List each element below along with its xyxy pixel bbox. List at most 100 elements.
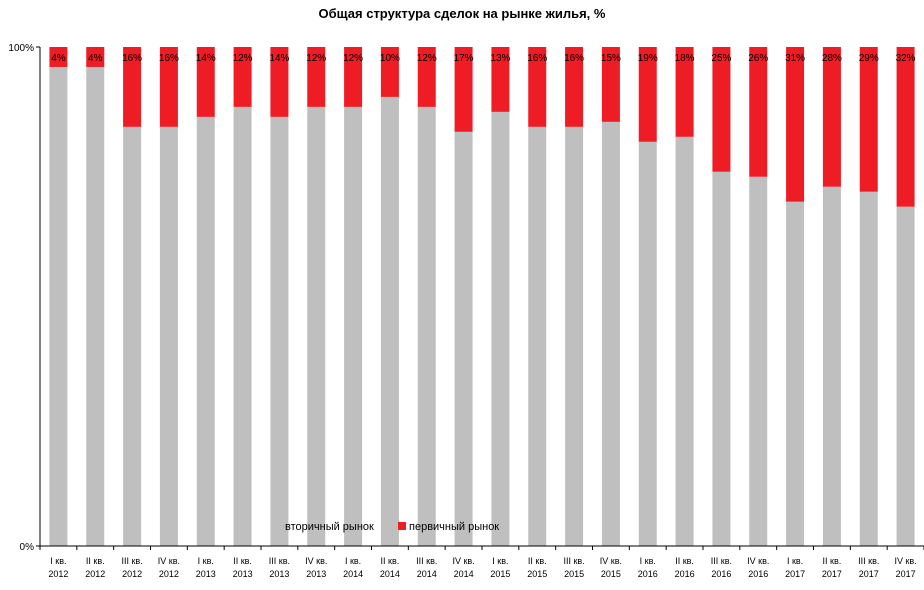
bar-primary-market bbox=[601, 47, 620, 122]
data-label: 14% bbox=[196, 53, 216, 64]
bar-secondary-market bbox=[159, 126, 178, 546]
x-tick-label-quarter: IV кв. bbox=[305, 556, 327, 566]
bar-primary-market bbox=[123, 47, 142, 127]
bar-primary-market bbox=[159, 47, 178, 127]
x-tick-label-year: 2015 bbox=[490, 569, 510, 579]
data-label: 13% bbox=[490, 53, 510, 64]
bar-primary-market bbox=[196, 47, 215, 117]
bars-layer bbox=[49, 47, 915, 547]
x-tick-label-quarter: III кв. bbox=[858, 556, 879, 566]
bar-secondary-market bbox=[638, 141, 657, 546]
data-label: 19% bbox=[638, 53, 658, 64]
bar-secondary-market bbox=[565, 126, 584, 546]
bar-secondary-market bbox=[233, 106, 252, 546]
x-tick-label-year: 2013 bbox=[269, 569, 289, 579]
bar-primary-market bbox=[491, 47, 510, 112]
x-tick-label-quarter: III кв. bbox=[269, 556, 290, 566]
data-label: 16% bbox=[527, 53, 547, 64]
bar-primary-market bbox=[712, 47, 731, 172]
x-tick-label-quarter: II кв. bbox=[86, 556, 105, 566]
x-tick-label-year: 2014 bbox=[417, 569, 437, 579]
x-tick-label-year: 2014 bbox=[380, 569, 400, 579]
x-tick-label-year: 2012 bbox=[85, 569, 105, 579]
bar-primary-market bbox=[565, 47, 584, 127]
data-label: 15% bbox=[601, 53, 621, 64]
data-label: 16% bbox=[564, 53, 584, 64]
x-tick-label-quarter: I кв. bbox=[345, 556, 361, 566]
bar-secondary-market bbox=[675, 136, 694, 546]
legend-swatch-primary bbox=[398, 522, 406, 530]
data-label: 4% bbox=[51, 53, 66, 64]
x-tick-label-year: 2015 bbox=[601, 569, 621, 579]
bar-primary-market bbox=[417, 47, 436, 107]
data-label: 10% bbox=[380, 53, 400, 64]
legend-label-secondary: вторичный рынок bbox=[285, 521, 374, 533]
bar-secondary-market bbox=[528, 126, 547, 546]
x-tick-label-year: 2012 bbox=[48, 569, 68, 579]
bar-secondary-market bbox=[417, 106, 436, 546]
data-label: 18% bbox=[675, 53, 695, 64]
x-tick-label-year: 2016 bbox=[675, 569, 695, 579]
bar-secondary-market bbox=[749, 176, 768, 547]
labels-layer: 4% 4% 16% 16% 14% 12% 14% 12% 12% 10% 12% 17% 13% 16%… bbox=[51, 53, 916, 64]
y-tick-label: 0% bbox=[20, 542, 35, 553]
x-tick-label-quarter: I кв. bbox=[198, 556, 214, 566]
x-tick-label-year: 2012 bbox=[122, 569, 142, 579]
y-tick-label: 100% bbox=[8, 43, 34, 54]
bar-secondary-market bbox=[896, 206, 915, 546]
data-label: 25% bbox=[711, 53, 731, 64]
x-tick-label-year: 2017 bbox=[822, 569, 842, 579]
chart-title: Общая структура сделок на рынке жилья, % bbox=[318, 6, 606, 21]
bar-secondary-market bbox=[491, 111, 510, 547]
data-label: 31% bbox=[785, 53, 805, 64]
x-tick-label-quarter: IV кв. bbox=[452, 556, 474, 566]
data-label: 17% bbox=[454, 53, 474, 64]
x-tick-label-year: 2013 bbox=[306, 569, 326, 579]
bar-primary-market bbox=[749, 47, 768, 177]
bar-secondary-market bbox=[454, 131, 473, 546]
x-tick-label-quarter: II кв. bbox=[823, 556, 842, 566]
bar-secondary-market bbox=[601, 121, 620, 546]
legend-label-primary: первичный рынок bbox=[409, 521, 499, 533]
bar-primary-market bbox=[344, 47, 363, 107]
x-tick-label-year: 2017 bbox=[785, 569, 805, 579]
legend-swatch-secondary bbox=[278, 521, 286, 529]
x-tick-label-year: 2013 bbox=[196, 569, 216, 579]
bar-primary-market bbox=[307, 47, 326, 107]
bar-primary-market bbox=[638, 47, 657, 142]
x-tick-label-quarter: III кв. bbox=[121, 556, 142, 566]
bar-secondary-market bbox=[49, 66, 68, 547]
bar-primary-market bbox=[270, 47, 289, 117]
bar-secondary-market bbox=[859, 191, 878, 546]
bar-primary-market bbox=[380, 47, 399, 97]
bar-secondary-market bbox=[123, 126, 142, 546]
x-tick-label-quarter: I кв. bbox=[787, 556, 803, 566]
x-tick-label-quarter: IV кв. bbox=[158, 556, 180, 566]
x-tick-label-quarter: II кв. bbox=[233, 556, 252, 566]
x-tick-label-quarter: IV кв. bbox=[600, 556, 622, 566]
x-tick-label-quarter: III кв. bbox=[711, 556, 732, 566]
data-label: 12% bbox=[417, 53, 437, 64]
bar-secondary-market bbox=[307, 106, 326, 546]
bar-primary-market bbox=[86, 47, 105, 67]
x-tick-label-year: 2015 bbox=[527, 569, 547, 579]
bar-primary-market bbox=[786, 47, 805, 202]
x-tick-label-year: 2013 bbox=[233, 569, 253, 579]
data-label: 29% bbox=[859, 53, 879, 64]
x-tick-label-quarter: I кв. bbox=[640, 556, 656, 566]
x-tick-label-quarter: I кв. bbox=[50, 556, 66, 566]
x-tick-label-year: 2014 bbox=[343, 569, 363, 579]
bar-secondary-market bbox=[270, 116, 289, 547]
bar-primary-market bbox=[896, 47, 915, 207]
x-tick-label-year: 2016 bbox=[638, 569, 658, 579]
x-tick-label-quarter: II кв. bbox=[675, 556, 694, 566]
data-label: 26% bbox=[748, 53, 768, 64]
x-tick-label-year: 2016 bbox=[711, 569, 731, 579]
axes-layer: 0% 100% I кв. 2012 II кв. 2012 III кв. 2012 IV к… bbox=[8, 43, 924, 579]
data-label: 12% bbox=[233, 53, 253, 64]
data-label: 32% bbox=[896, 53, 916, 64]
bar-secondary-market bbox=[196, 116, 215, 547]
bar-primary-market bbox=[49, 47, 68, 67]
bar-secondary-market bbox=[86, 66, 105, 547]
